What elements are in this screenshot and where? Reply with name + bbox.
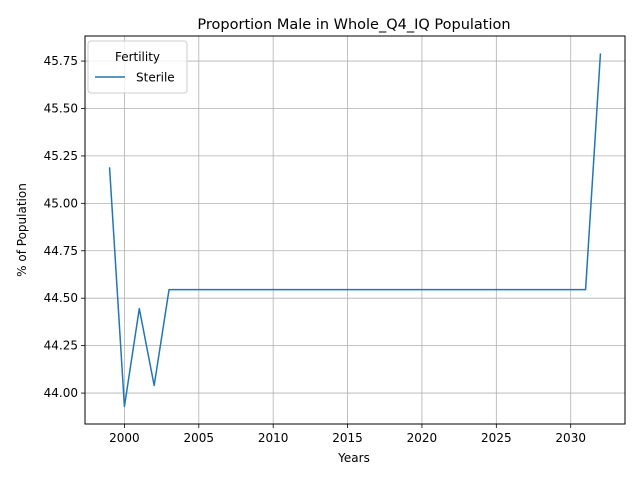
x-tick-label: 2030 bbox=[555, 431, 586, 445]
x-tick-label: 2010 bbox=[258, 431, 289, 445]
x-tick-label: 2000 bbox=[109, 431, 140, 445]
legend-title: Fertility bbox=[115, 50, 160, 64]
grid bbox=[85, 36, 625, 424]
legend-label-sterile: Sterile bbox=[136, 71, 175, 85]
y-axis-label: % of Population bbox=[15, 183, 29, 277]
legend: Fertility Sterile bbox=[87, 40, 188, 94]
y-tick-label: 45.00 bbox=[44, 196, 78, 210]
y-tick-label: 44.50 bbox=[44, 291, 78, 305]
x-axis-label: Years bbox=[337, 451, 370, 465]
series-layer bbox=[108, 53, 602, 408]
legend-box bbox=[87, 40, 188, 94]
x-tick-label: 2015 bbox=[332, 431, 363, 445]
x-tick-label: 2025 bbox=[481, 431, 512, 445]
y-tick-label: 45.75 bbox=[44, 54, 78, 68]
x-tick-label: 2005 bbox=[184, 431, 215, 445]
chart-title: Proportion Male in Whole_Q4_IQ Populatio… bbox=[197, 17, 510, 33]
y-tick-label: 45.25 bbox=[44, 149, 78, 163]
y-tick-label: 44.75 bbox=[44, 244, 78, 258]
series-line-sterile bbox=[108, 53, 602, 408]
y-tick-label: 44.00 bbox=[44, 386, 78, 400]
axis-ticks: 2000 2005 2010 2015 2020 2025 2030 44.00 44.25 44… bbox=[44, 54, 586, 445]
y-tick-label: 44.25 bbox=[44, 339, 78, 353]
y-tick-label: 45.50 bbox=[44, 101, 78, 115]
x-tick-label: 2020 bbox=[407, 431, 438, 445]
plot-frame bbox=[84, 35, 626, 425]
